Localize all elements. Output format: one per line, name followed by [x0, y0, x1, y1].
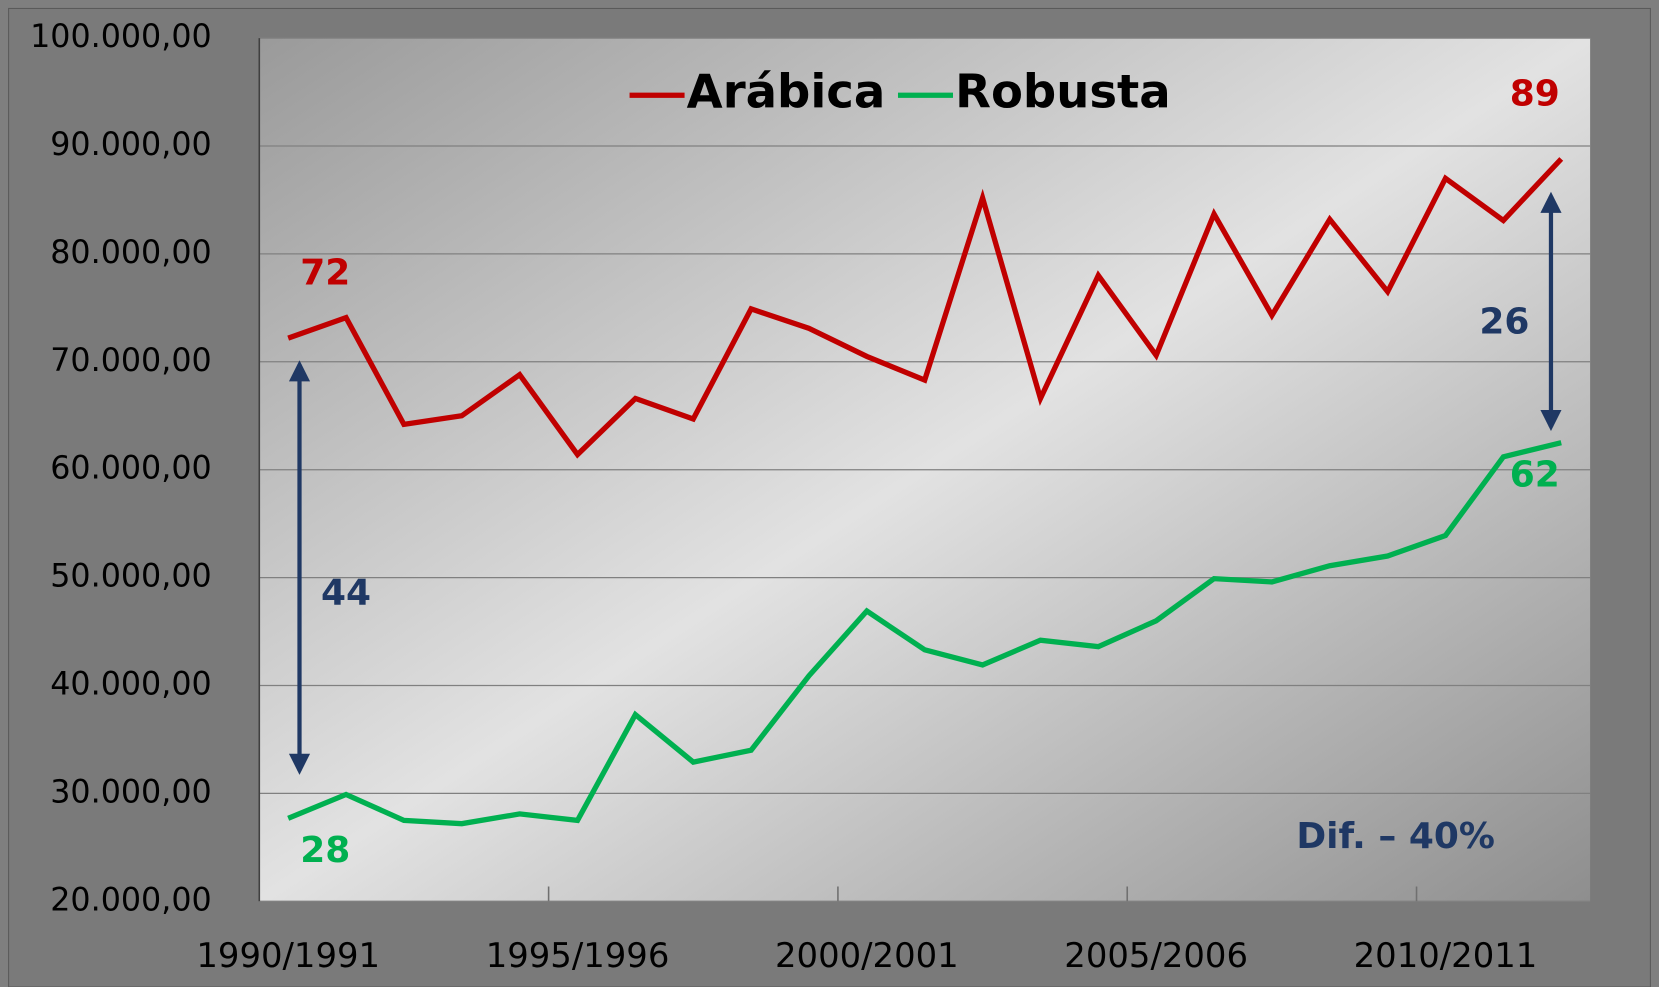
- x-tick-label: 1990/1991: [196, 936, 380, 975]
- annotation: Dif. – 40%: [1296, 816, 1495, 857]
- y-tick-label: 40.000,00: [50, 667, 211, 703]
- data-label: 28: [300, 830, 350, 871]
- y-tick-label: 50.000,00: [50, 559, 211, 595]
- y-tick-label: 30.000,00: [50, 774, 211, 810]
- y-tick-label: 100.000,00: [30, 19, 212, 55]
- legend-label: Robusta: [955, 65, 1171, 119]
- y-tick-label: 70.000,00: [50, 343, 211, 379]
- series-line: [287, 440, 1562, 827]
- annotation: 44: [321, 573, 371, 614]
- data-label: 62: [1510, 455, 1560, 496]
- data-label: 72: [300, 253, 350, 294]
- y-tick-label: 60.000,00: [50, 451, 211, 487]
- x-tick-label: 2010/2011: [1354, 936, 1538, 975]
- series-line: [287, 157, 1564, 459]
- legend-label: Arábica: [687, 65, 886, 119]
- x-tick-label: 2000/2001: [775, 936, 959, 975]
- y-tick-label: 90.000,00: [50, 127, 211, 163]
- annotation: 26: [1479, 302, 1529, 343]
- x-tick-label: 1995/1996: [486, 936, 670, 975]
- x-tick-label: 2005/2006: [1064, 936, 1248, 975]
- data-label: 89: [1510, 73, 1560, 114]
- y-tick-label: 20.000,00: [50, 882, 211, 918]
- y-tick-label: 80.000,00: [50, 235, 211, 271]
